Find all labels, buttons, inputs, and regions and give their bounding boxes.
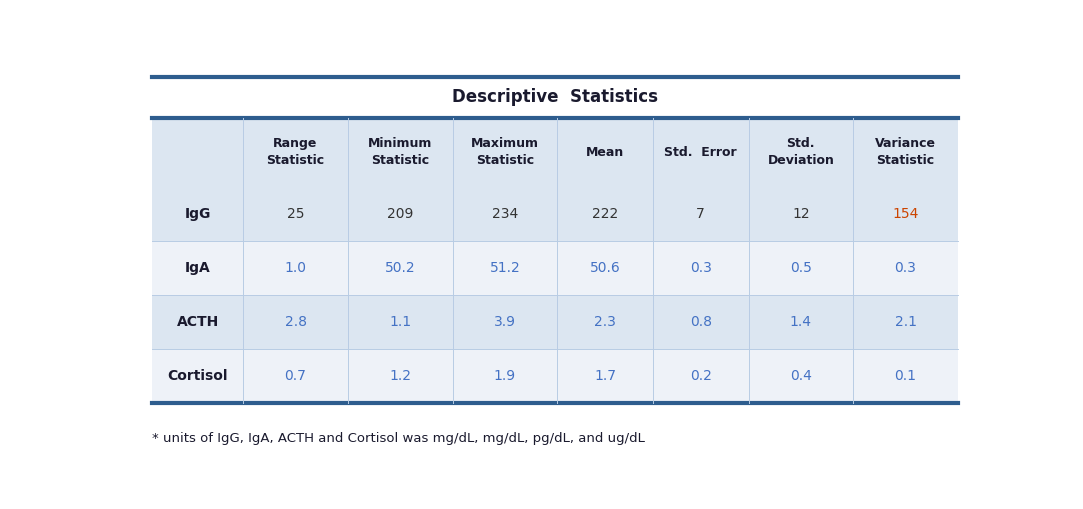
Text: Variance
Statistic: Variance Statistic [875, 137, 936, 167]
FancyBboxPatch shape [152, 349, 957, 403]
Text: 234: 234 [492, 207, 518, 220]
Text: IgA: IgA [185, 261, 210, 275]
Text: 25: 25 [287, 207, 304, 220]
FancyBboxPatch shape [152, 241, 957, 295]
Text: 154: 154 [892, 207, 918, 220]
Text: 2.3: 2.3 [595, 315, 616, 329]
Text: 1.7: 1.7 [595, 369, 616, 383]
Text: Cortisol: Cortisol [168, 369, 227, 383]
Text: Std.
Deviation: Std. Deviation [768, 137, 834, 167]
Text: Descriptive  Statistics: Descriptive Statistics [452, 89, 658, 106]
Text: 0.2: 0.2 [690, 369, 712, 383]
Text: 0.3: 0.3 [690, 261, 712, 275]
Text: 1.1: 1.1 [389, 315, 412, 329]
FancyBboxPatch shape [152, 186, 957, 241]
Text: 3.9: 3.9 [494, 315, 516, 329]
Text: 1.2: 1.2 [389, 369, 412, 383]
Text: 0.1: 0.1 [895, 369, 916, 383]
Text: 209: 209 [387, 207, 414, 220]
Text: 50.6: 50.6 [590, 261, 621, 275]
FancyBboxPatch shape [152, 118, 957, 186]
Text: Maximum
Statistic: Maximum Statistic [471, 137, 539, 167]
Text: 0.5: 0.5 [790, 261, 812, 275]
Text: 0.8: 0.8 [690, 315, 712, 329]
Text: 1.4: 1.4 [790, 315, 812, 329]
Text: 7: 7 [696, 207, 705, 220]
Text: 12: 12 [792, 207, 810, 220]
Text: 222: 222 [592, 207, 618, 220]
Text: IgG: IgG [184, 207, 211, 220]
Text: 1.0: 1.0 [285, 261, 306, 275]
Text: 0.3: 0.3 [895, 261, 916, 275]
FancyBboxPatch shape [152, 295, 957, 349]
Text: 51.2: 51.2 [490, 261, 520, 275]
Text: ACTH: ACTH [177, 315, 219, 329]
Text: Range
Statistic: Range Statistic [266, 137, 325, 167]
Text: 2.8: 2.8 [285, 315, 306, 329]
Text: * units of IgG, IgA, ACTH and Cortisol was mg/dL, mg/dL, pg/dL, and ug/dL: * units of IgG, IgA, ACTH and Cortisol w… [152, 432, 645, 445]
Text: 50.2: 50.2 [384, 261, 416, 275]
Text: 0.7: 0.7 [285, 369, 306, 383]
Text: Mean: Mean [586, 146, 624, 159]
Text: 1.9: 1.9 [494, 369, 516, 383]
Text: 0.4: 0.4 [790, 369, 812, 383]
Text: 2.1: 2.1 [895, 315, 916, 329]
Text: Minimum
Statistic: Minimum Statistic [368, 137, 432, 167]
FancyBboxPatch shape [152, 77, 957, 118]
Text: Std.  Error: Std. Error [664, 146, 738, 159]
